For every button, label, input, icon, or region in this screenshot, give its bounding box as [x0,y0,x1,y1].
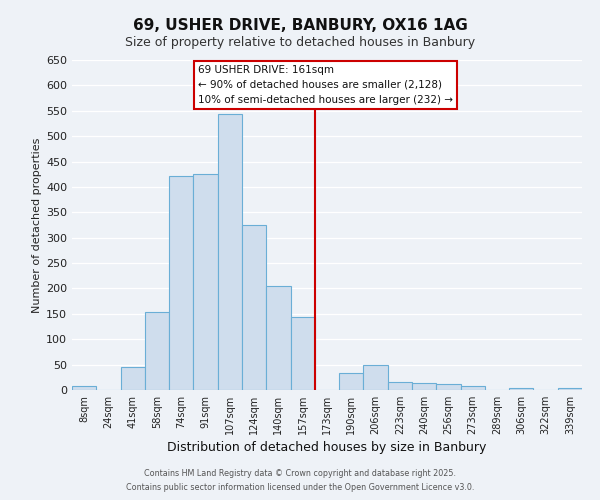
Bar [436,384,461,390]
Bar [509,388,533,390]
Bar [558,388,582,390]
Text: Contains public sector information licensed under the Open Government Licence v3: Contains public sector information licen… [126,484,474,492]
Bar [169,176,193,390]
Text: 69 USHER DRIVE: 161sqm
← 90% of detached houses are smaller (2,128)
10% of semi-: 69 USHER DRIVE: 161sqm ← 90% of detached… [198,65,453,104]
Bar [121,367,145,390]
Bar [290,318,315,390]
Bar [339,372,364,390]
Bar [72,386,96,390]
Text: Contains HM Land Registry data © Crown copyright and database right 2025.: Contains HM Land Registry data © Crown c… [144,468,456,477]
Text: 69, USHER DRIVE, BANBURY, OX16 1AG: 69, USHER DRIVE, BANBURY, OX16 1AG [133,18,467,32]
Text: Size of property relative to detached houses in Banbury: Size of property relative to detached ho… [125,36,475,49]
Bar [388,382,412,390]
X-axis label: Distribution of detached houses by size in Banbury: Distribution of detached houses by size … [167,441,487,454]
Bar [412,383,436,390]
Y-axis label: Number of detached properties: Number of detached properties [32,138,42,312]
Bar [364,365,388,390]
Bar [461,386,485,390]
Bar [193,174,218,390]
Bar [242,225,266,390]
Bar [218,114,242,390]
Bar [145,312,169,390]
Bar [266,286,290,390]
